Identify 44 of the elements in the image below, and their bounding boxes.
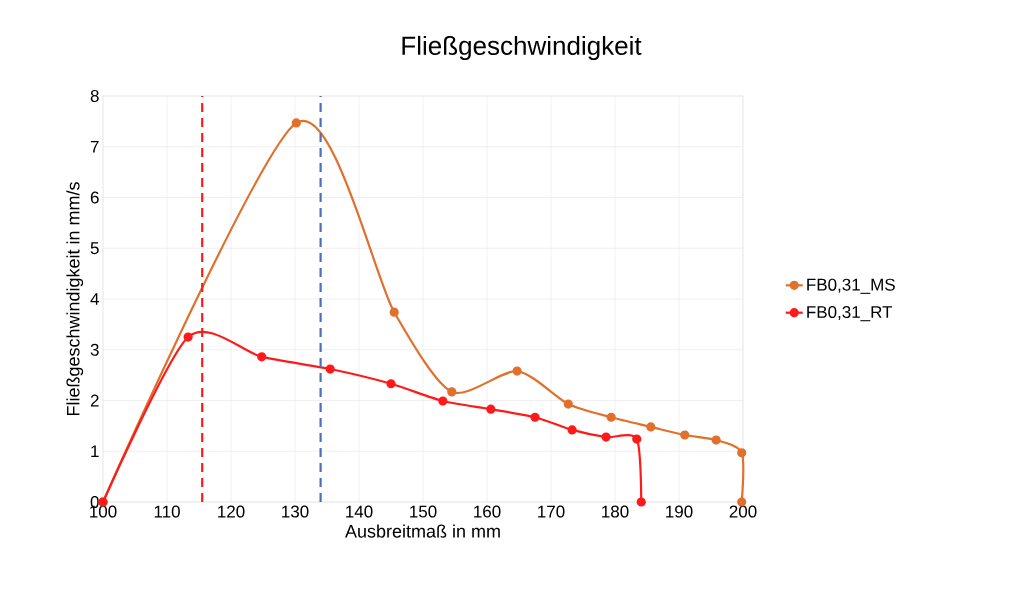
x-tick-label: 110 [154,505,180,518]
x-tick-label: 190 [666,505,693,518]
x-tick-label: 140 [346,505,373,518]
point [438,396,448,406]
point [291,118,301,128]
point [636,497,646,507]
legend-label: FB0,31_MS [807,278,895,294]
y-tick-label: 4 [90,293,99,305]
point [257,352,267,362]
y-tick-label: 8 [90,89,99,103]
y-tick-label: 5 [90,242,99,255]
chart-title: Fließgeschwindigkeit [402,35,642,61]
x-tick-label: 160 [474,505,501,518]
point [737,448,747,458]
x-tick-label: 200 [729,505,757,518]
x-tick-label: 120 [218,505,245,518]
x-tick-label: 180 [602,505,629,518]
point [563,399,573,409]
point [646,422,656,432]
legend-label: FB0,31_RT [807,306,893,322]
y-tick-label: 1 [91,445,99,458]
point [567,425,577,435]
point [183,332,193,342]
y-tick-label: 2 [90,394,99,407]
point [601,432,611,442]
y-tick-label: 6 [90,191,99,204]
point [632,434,642,444]
x-tick-label: 170 [538,505,565,518]
point [447,387,457,397]
y-axis-title: Fließgeschwindigkeit in mm/s [66,182,84,416]
point [325,364,335,374]
point [530,412,540,422]
point [680,430,690,440]
point [512,366,522,376]
y-tick-label: 3 [90,343,99,356]
point [389,307,399,317]
y-tick-label: 7 [90,140,99,153]
x-axis-title: Ausbreitmaß in mm [345,524,500,538]
point [486,404,496,414]
point [606,412,616,422]
x-tick-label: 150 [410,505,437,518]
point [386,379,396,389]
x-tick-label: 130 [282,505,309,518]
point [711,435,721,445]
